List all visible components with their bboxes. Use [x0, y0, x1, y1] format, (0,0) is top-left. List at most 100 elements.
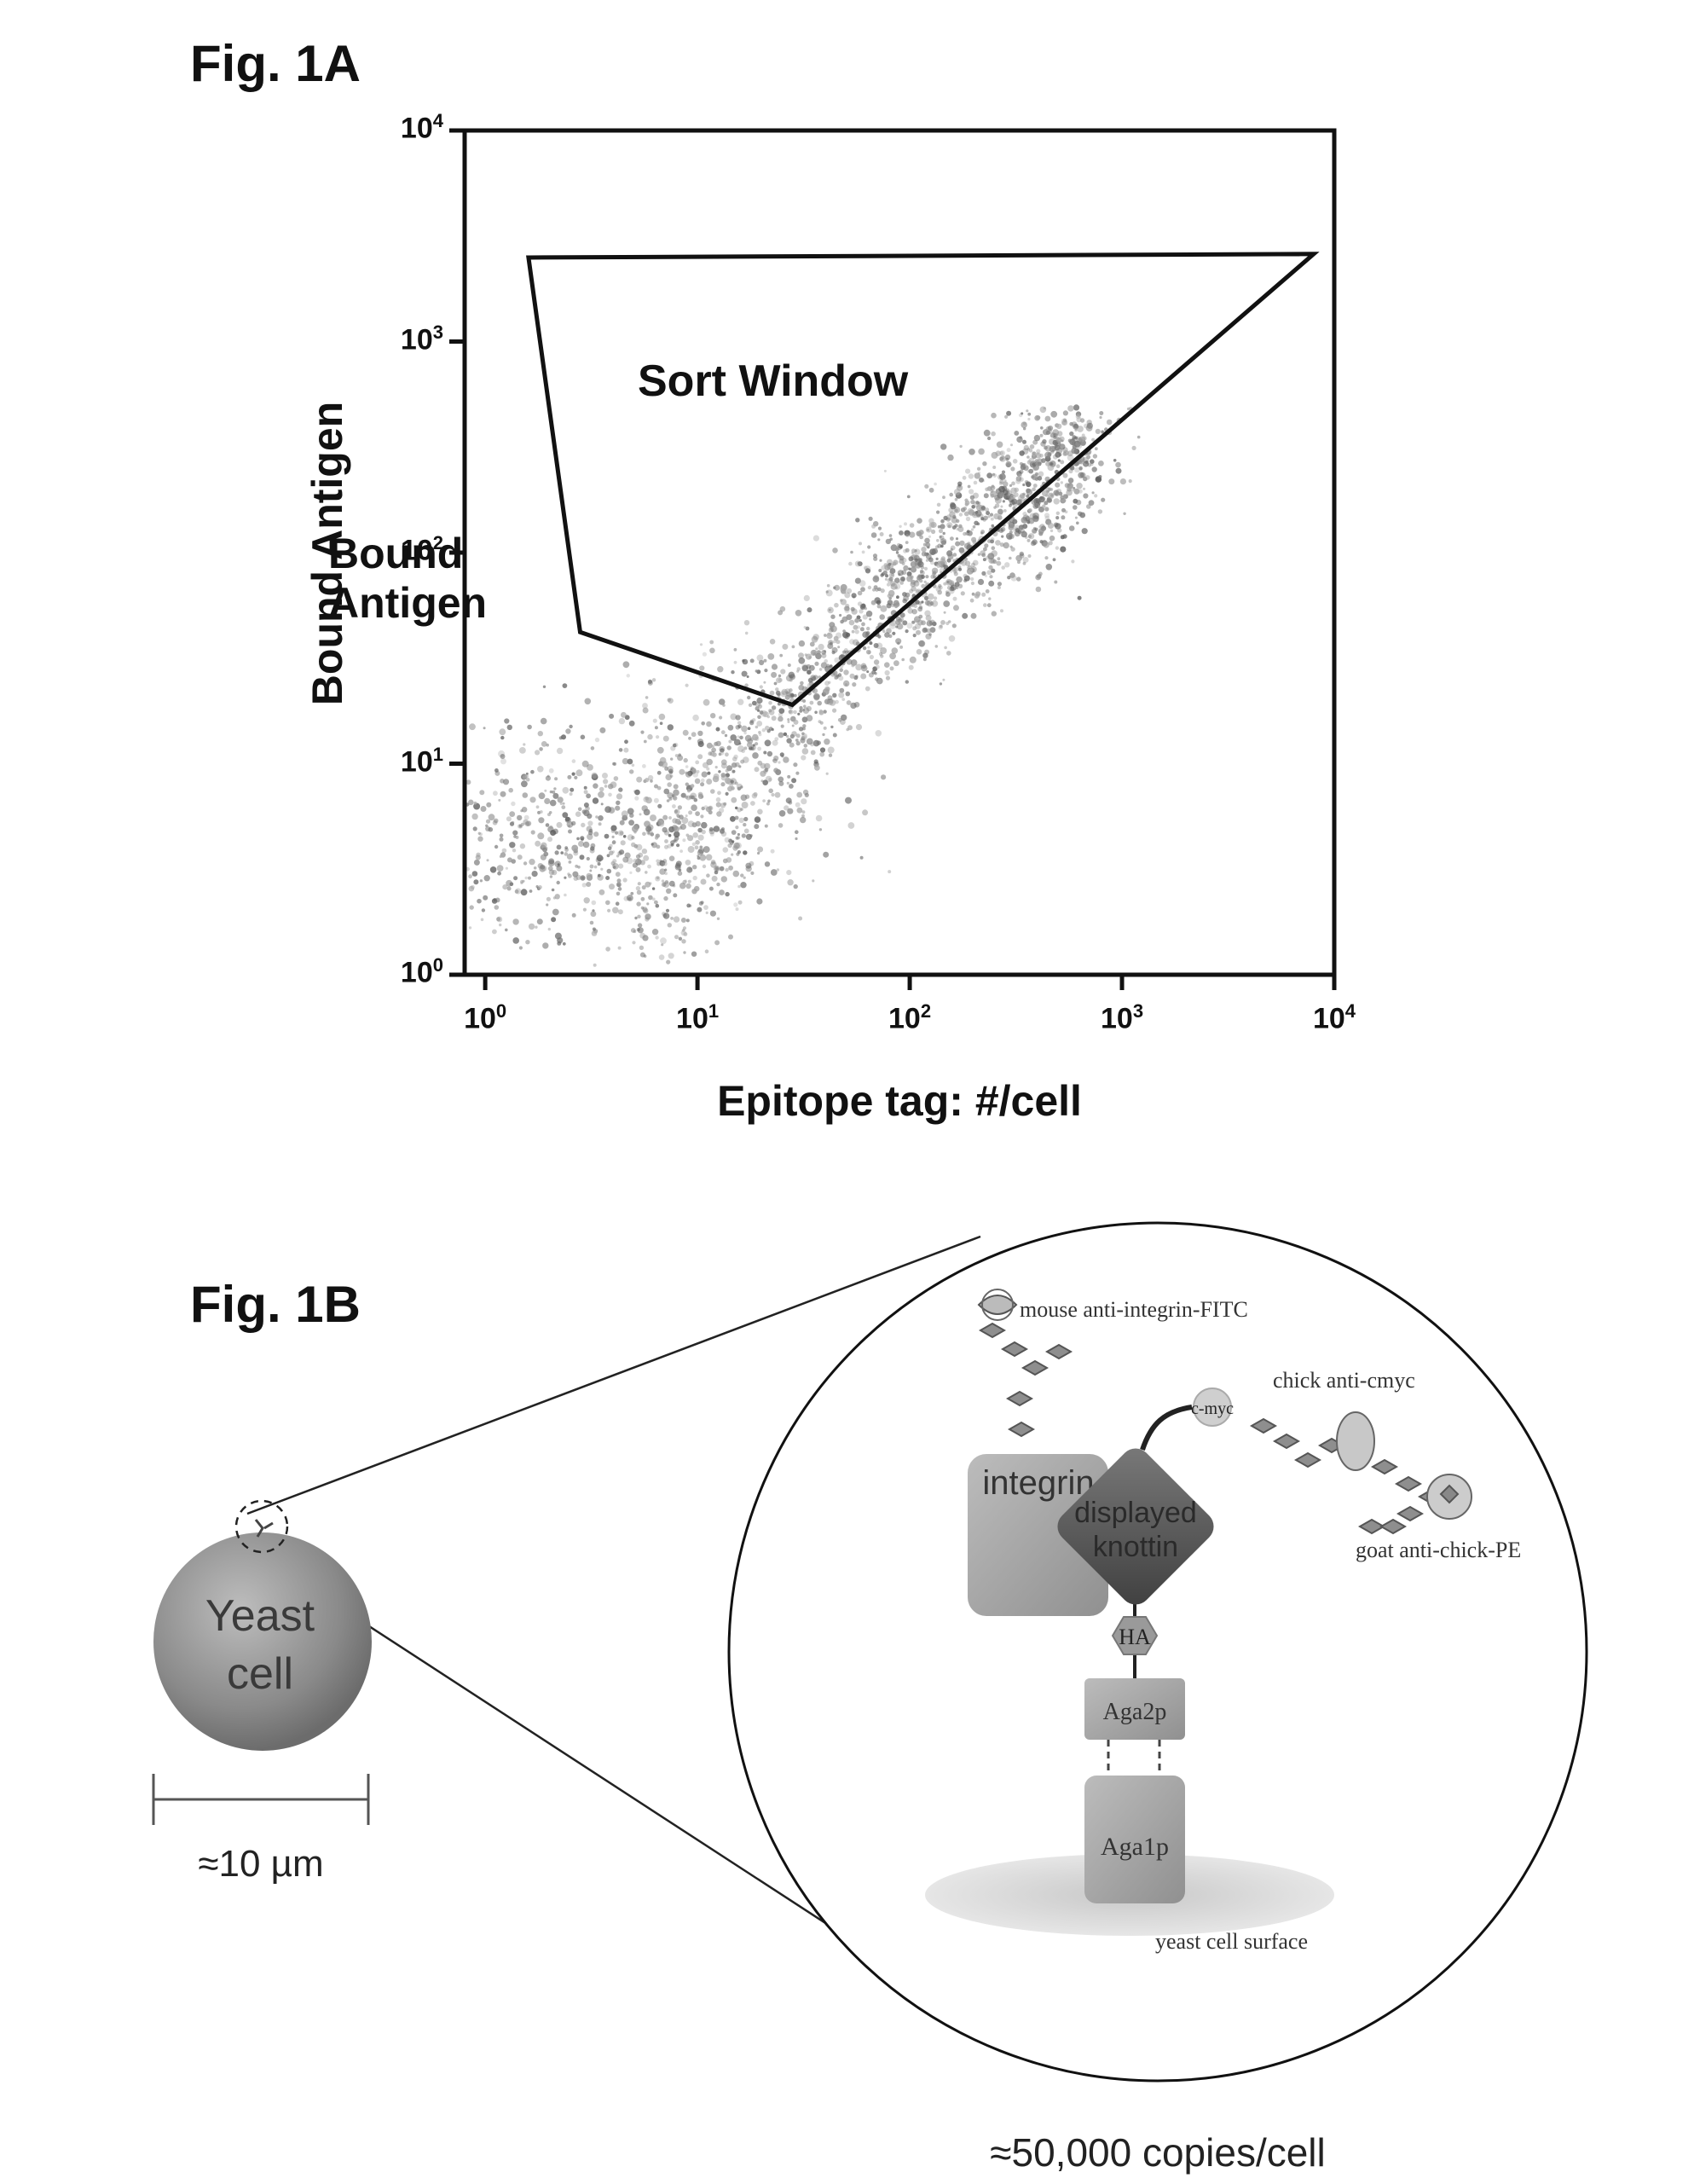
scatter-point — [473, 879, 479, 885]
scatter-point — [727, 843, 732, 849]
scatter-point — [674, 935, 679, 940]
y-axis-title-rotated: Bound Antigen — [304, 401, 351, 706]
scatter-point — [1078, 436, 1084, 443]
scatter-point — [844, 607, 850, 614]
scatter-point — [991, 546, 996, 550]
scatter-point — [998, 485, 1005, 493]
scatter-point — [823, 710, 827, 714]
scatter-point — [640, 896, 645, 901]
aga2p-label: Aga2p — [1103, 1699, 1167, 1725]
scatter-point — [476, 852, 481, 857]
scatter-point — [573, 876, 579, 881]
scatter-point — [1128, 479, 1132, 484]
scatter-point — [630, 928, 636, 933]
scatter-point — [582, 907, 587, 912]
scatter-point — [820, 662, 828, 669]
scatter-point — [672, 884, 676, 888]
scatter-point — [859, 580, 866, 587]
scatter-point — [726, 765, 733, 772]
scatter-point — [785, 734, 789, 739]
scatter-point — [909, 588, 914, 594]
scatter-point — [925, 575, 929, 579]
scatter-point — [775, 690, 781, 696]
scatter-point — [471, 813, 478, 820]
scatter-point — [973, 501, 980, 508]
scatter-point — [483, 727, 486, 730]
scatter-point — [701, 806, 705, 811]
scatter-point — [1048, 492, 1055, 499]
scatter-point — [986, 570, 992, 576]
scatter-point — [732, 870, 740, 878]
scatter-point — [915, 579, 918, 583]
scatter-point — [1076, 521, 1079, 525]
scatter-point — [630, 891, 634, 895]
scatter-point — [992, 473, 997, 478]
scatter-point — [674, 808, 680, 815]
scatter-point — [569, 792, 573, 797]
scatter-point — [832, 547, 838, 553]
scatter-point — [879, 559, 882, 562]
zoom-line-bottom — [280, 1567, 892, 1967]
scatter-point — [1018, 524, 1024, 530]
scatter-point — [875, 677, 879, 681]
scatter-point — [771, 671, 778, 678]
scatter-point — [867, 585, 872, 590]
scatter-point — [1001, 470, 1006, 474]
scatter-point — [830, 625, 837, 633]
scatter-point — [645, 797, 649, 801]
scatter-point — [697, 849, 704, 856]
scatter-point — [699, 665, 705, 671]
scatter-point — [842, 650, 847, 654]
scatter-point — [524, 876, 528, 880]
scatter-point — [1032, 539, 1038, 545]
scatter-point — [999, 456, 1004, 461]
scatter-point — [1056, 437, 1062, 443]
scatter-point — [664, 766, 669, 771]
scatter-point — [844, 592, 851, 599]
scatter-point — [979, 477, 984, 483]
scatter-point — [639, 945, 645, 951]
scatter-point — [598, 791, 604, 798]
scatter-point — [873, 659, 880, 665]
scatter-point — [511, 820, 515, 825]
scatter-point — [1019, 551, 1025, 557]
scatter-point — [1035, 452, 1042, 459]
scatter-point — [859, 603, 866, 610]
scatter-point — [1048, 541, 1053, 546]
scatter-point — [951, 623, 957, 629]
scatter-point — [859, 619, 862, 623]
scatter-point — [685, 860, 691, 866]
scatter-point — [785, 797, 792, 804]
scatter-point — [551, 917, 557, 923]
scatter-point — [902, 592, 907, 597]
scatter-point — [913, 580, 920, 587]
scatter-point — [568, 860, 572, 864]
scatter-point — [647, 774, 654, 781]
scatter-point — [1009, 572, 1015, 578]
scatter-point — [754, 767, 760, 773]
scatter-point — [928, 518, 934, 524]
scatter-point — [506, 724, 512, 731]
scatter-point — [904, 530, 911, 536]
scatter-point — [1073, 498, 1078, 504]
scatter-point — [740, 882, 747, 889]
scatter-point — [496, 916, 503, 923]
scatter-point — [928, 557, 934, 563]
scatter-point — [618, 863, 624, 869]
scatter-point — [1091, 491, 1095, 495]
scatter-point — [1106, 419, 1113, 426]
scatter-point — [1040, 426, 1044, 430]
scatter-point — [892, 631, 896, 635]
scatter-point — [590, 911, 597, 918]
scatter-point — [783, 732, 788, 737]
scatter-point — [667, 843, 672, 849]
scatter-point — [939, 535, 942, 539]
scatter-point — [674, 862, 681, 869]
scatter-point — [991, 412, 997, 419]
scatter-point — [481, 908, 486, 912]
y-axis-ticks — [449, 128, 465, 977]
scatter-point — [685, 814, 688, 818]
scatter-point — [895, 638, 902, 645]
scatter-point — [710, 713, 716, 719]
scatter-point — [913, 602, 916, 605]
